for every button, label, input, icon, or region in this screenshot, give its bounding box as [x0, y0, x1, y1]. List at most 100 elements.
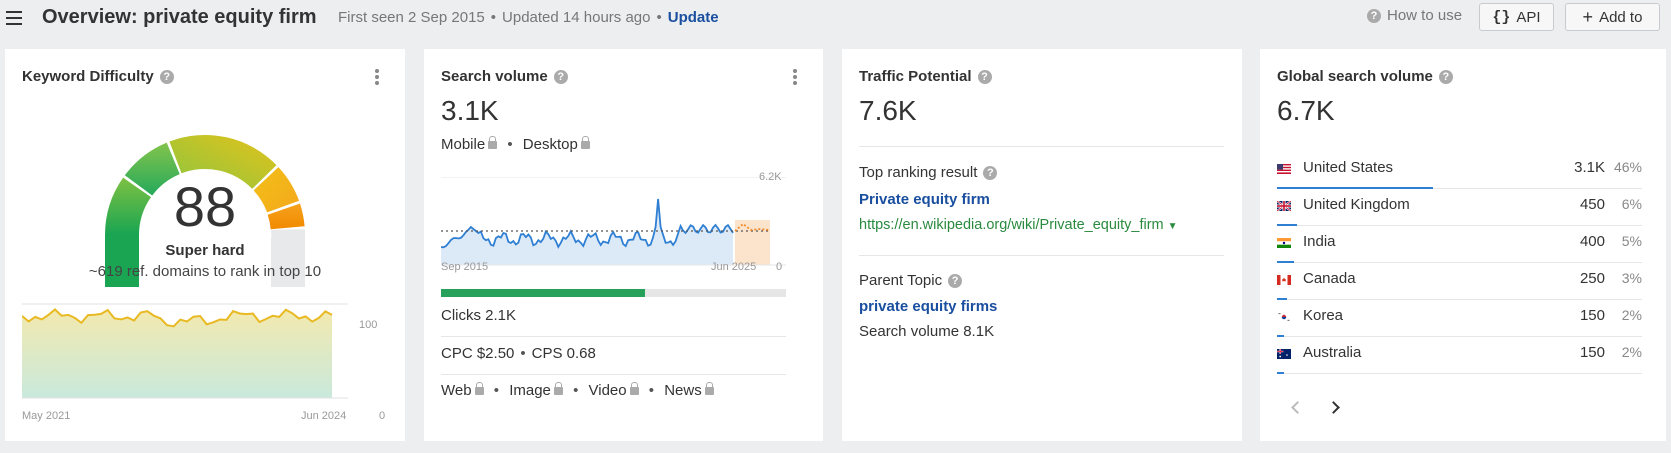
more-options-icon[interactable]: [793, 69, 797, 87]
search-volume-title-text: Search volume: [441, 68, 548, 85]
kd-history-chart: [22, 303, 348, 399]
country-row[interactable]: India 400 5%: [1277, 226, 1642, 263]
mobile-label[interactable]: Mobile: [441, 136, 486, 153]
difficulty-score: 88: [173, 175, 237, 238]
api-button[interactable]: {} API: [1479, 3, 1554, 31]
keyword-difficulty-title: Keyword Difficulty ?: [22, 68, 174, 85]
country-row[interactable]: Korea 150 2%: [1277, 300, 1642, 337]
sv-x-axis-start: Sep 2015: [441, 261, 489, 273]
lock-icon: [580, 136, 590, 149]
korea-flag-icon: [1277, 312, 1291, 322]
image-label[interactable]: Image: [509, 382, 551, 399]
next-page-icon[interactable]: [1327, 401, 1340, 414]
news-label[interactable]: News: [664, 382, 702, 399]
traffic-potential-title-text: Traffic Potential: [859, 68, 972, 85]
country-share-bar: [1277, 261, 1294, 263]
country-percent: 2%: [1621, 307, 1642, 323]
parent-topic-link[interactable]: private equity firms: [859, 298, 998, 315]
keyword-difficulty-title-text: Keyword Difficulty: [22, 68, 154, 85]
add-to-button[interactable]: + Add to: [1565, 3, 1660, 31]
search-volume-area: [441, 199, 733, 265]
api-button-label: API: [1516, 8, 1541, 26]
country-row[interactable]: United States 3.1K 46%: [1277, 152, 1642, 189]
more-options-icon[interactable]: [375, 69, 379, 87]
kd-history-line: [22, 308, 333, 328]
global-search-volume-title-text: Global search volume: [1277, 68, 1433, 85]
country-share-bar: [1277, 224, 1298, 226]
country-percent: 6%: [1621, 196, 1642, 212]
clicks-bar-fill: [441, 289, 645, 297]
difficulty-gauge: [105, 134, 306, 245]
kd-x-axis-end: Jun 2024: [301, 410, 347, 422]
help-icon[interactable]: ?: [553, 69, 568, 84]
top-result-title-link[interactable]: Private equity firm: [859, 191, 990, 208]
top-result-url-text[interactable]: https://en.wikipedia.org/wiki/Private_eq…: [859, 217, 1164, 233]
lock-icon: [488, 136, 498, 149]
cps-text: CPS 0.68: [531, 345, 596, 362]
parent-topic-label-text: Parent Topic: [859, 272, 943, 289]
cpc-text: CPC $2.50: [441, 345, 515, 362]
lock-icon: [553, 382, 563, 395]
country-name: United States: [1303, 159, 1394, 176]
row-divider: [1277, 336, 1642, 337]
india-flag-icon: [1277, 238, 1291, 248]
search-volume-card: Search volume ? 3.1K Mobile • Desktop 6.…: [424, 49, 823, 441]
web-label[interactable]: Web: [441, 382, 472, 399]
menu-icon[interactable]: [6, 11, 22, 25]
country-row[interactable]: Canada 250 3%: [1277, 263, 1642, 300]
prev-page-icon[interactable]: [1291, 401, 1304, 414]
plus-icon: +: [1582, 6, 1594, 27]
search-volume-title: Search volume ?: [441, 68, 568, 85]
country-name: United Kingdom: [1303, 196, 1410, 213]
desktop-label[interactable]: Desktop: [522, 136, 578, 153]
update-link[interactable]: Update: [667, 9, 719, 26]
country-share-bar: [1277, 298, 1288, 300]
row-divider: [1277, 225, 1642, 226]
parent-topic-label: Parent Topic ?: [859, 272, 963, 289]
country-percent: 5%: [1621, 233, 1642, 249]
lock-icon: [704, 382, 714, 395]
kd-history-area: [22, 309, 332, 398]
country-percent: 46%: [1613, 159, 1642, 175]
global-search-volume-title: Global search volume ?: [1277, 68, 1453, 85]
how-to-use-link[interactable]: ? How to use: [1367, 7, 1462, 24]
top-bar: Overview: private equity firm First seen…: [0, 0, 1671, 40]
search-volume-line: [441, 198, 734, 249]
country-name: India: [1303, 233, 1336, 250]
divider: [441, 336, 786, 337]
help-icon[interactable]: ?: [983, 165, 998, 180]
help-icon[interactable]: ?: [977, 69, 992, 84]
search-volume-chart: [441, 177, 786, 266]
ref-domains-text: ~619 ref. domains to rank in top 10: [88, 263, 322, 280]
add-to-button-label: Add to: [1599, 8, 1643, 26]
video-label[interactable]: Video: [588, 382, 627, 399]
caret-down-icon[interactable]: ▼: [1167, 221, 1178, 232]
country-percent: 2%: [1621, 344, 1642, 360]
top-ranking-label: Top ranking result ?: [859, 164, 998, 181]
lock-icon: [629, 382, 639, 395]
traffic-potential-title: Traffic Potential ?: [859, 68, 992, 85]
lock-icon: [474, 382, 484, 395]
us-flag-icon: [1277, 164, 1291, 174]
country-share-bar: [1277, 372, 1284, 374]
help-icon: ?: [1367, 8, 1381, 23]
gauge-segment-super-hard: [267, 203, 305, 230]
country-share-bar: [1277, 187, 1434, 189]
country-row[interactable]: United Kingdom 450 6%: [1277, 189, 1642, 226]
row-divider: [1277, 188, 1642, 189]
country-percent: 3%: [1621, 270, 1642, 286]
country-row[interactable]: Australia 150 2%: [1277, 337, 1642, 374]
top-result-url[interactable]: https://en.wikipedia.org/wiki/Private_eq…: [859, 217, 1178, 233]
difficulty-label: Super hard: [165, 242, 245, 259]
gauge-segment-medium: [124, 142, 180, 196]
keyword-difficulty-card: Keyword Difficulty ?: [5, 49, 405, 441]
top-ranking-label-text: Top ranking result: [859, 164, 978, 181]
row-divider: [1277, 299, 1642, 300]
gauge-segment-very-hard: [253, 167, 300, 213]
sv-y-axis-min: 0: [776, 261, 783, 273]
search-type-row: Web • Image • Video • News: [441, 382, 714, 399]
help-icon[interactable]: ?: [159, 69, 174, 84]
help-icon[interactable]: ?: [1438, 69, 1453, 84]
how-to-use-label: How to use: [1387, 7, 1463, 24]
help-icon[interactable]: ?: [948, 273, 963, 288]
